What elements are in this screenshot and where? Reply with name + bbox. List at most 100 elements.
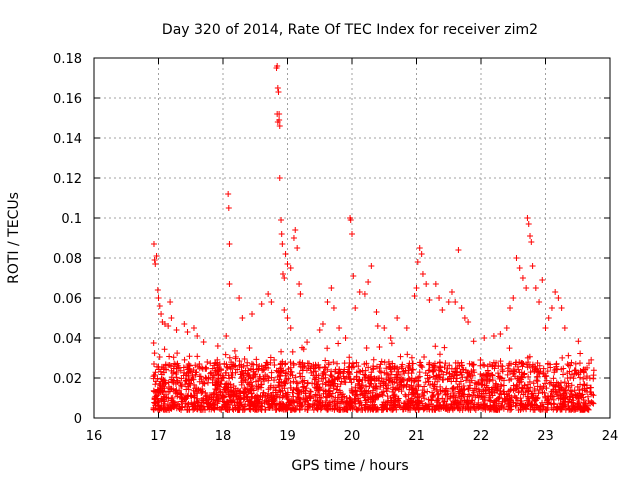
data-point [418,251,425,257]
data-point [321,364,328,371]
data-point [265,377,272,384]
data-point [268,374,275,381]
data-point [492,362,499,369]
data-point [559,354,566,361]
data-point [190,366,197,373]
data-point [346,376,353,383]
data-point [504,406,511,413]
data-point [178,383,185,390]
data-point [434,396,441,403]
data-point [154,399,161,406]
data-point [524,393,531,400]
data-point [183,377,190,384]
data-point [212,381,219,388]
data-point [468,368,475,375]
data-point [214,343,221,349]
data-point [375,393,382,400]
data-point [476,392,483,399]
data-point [335,340,342,347]
data-point [394,366,401,373]
data-point [473,385,480,392]
data-point [278,348,285,355]
data-point [345,364,352,371]
data-point [190,325,197,331]
data-point [580,369,587,376]
data-point [555,295,562,301]
data-point [330,359,337,366]
data-point [206,394,213,401]
data-point [372,406,379,413]
data-point [289,348,296,355]
data-point [185,400,192,407]
data-point [537,403,544,410]
data-point [175,364,182,371]
data-point [288,369,295,376]
data-point [265,390,272,397]
data-point [349,360,356,367]
data-point [562,386,569,393]
data-point [194,353,201,360]
data-point [199,406,206,413]
data-point [166,388,173,395]
data-point [503,325,510,331]
data-point [246,345,253,352]
data-point [557,392,564,399]
data-point [431,360,438,367]
data-point [479,377,486,384]
x-tick-label: 16 [86,429,103,444]
data-point [452,359,459,366]
data-point [287,265,294,271]
data-point [418,362,425,369]
data-point [298,402,305,409]
data-point [423,281,430,287]
data-point [436,295,443,301]
data-point [201,380,208,387]
data-point [158,311,165,317]
data-point [426,403,433,410]
data-point [421,383,428,390]
data-point [444,390,451,397]
data-point [282,251,289,257]
data-point [457,369,464,376]
data-point [335,369,342,376]
data-point [265,291,272,297]
data-point [558,305,565,311]
data-point [157,368,164,375]
data-point [437,364,444,371]
data-point [311,376,318,383]
data-point [166,353,173,360]
data-point [590,372,597,379]
data-point [287,325,294,331]
data-point [559,396,566,403]
data-point [243,393,250,400]
data-point [488,390,495,397]
data-point [302,390,309,397]
data-point [167,363,174,370]
data-point [458,362,465,369]
data-point [315,364,322,371]
data-point [536,299,543,305]
data-point [242,367,249,374]
data-point [572,406,579,413]
data-point [374,323,381,329]
data-point [242,386,249,393]
data-point [150,387,157,394]
data-point [518,384,525,391]
data-point [218,377,225,384]
data-point [277,368,284,375]
data-point [328,368,335,375]
data-point [481,394,488,401]
data-point [568,371,575,378]
data-point [477,356,484,363]
data-point [527,369,534,376]
data-point [388,340,395,347]
data-point [516,369,523,376]
data-point [416,393,423,400]
data-point [192,371,199,378]
data-point [376,344,383,351]
data-point [258,301,265,307]
data-point [400,376,407,383]
data-point [493,359,500,366]
data-point [587,384,594,391]
data-point [341,379,348,386]
